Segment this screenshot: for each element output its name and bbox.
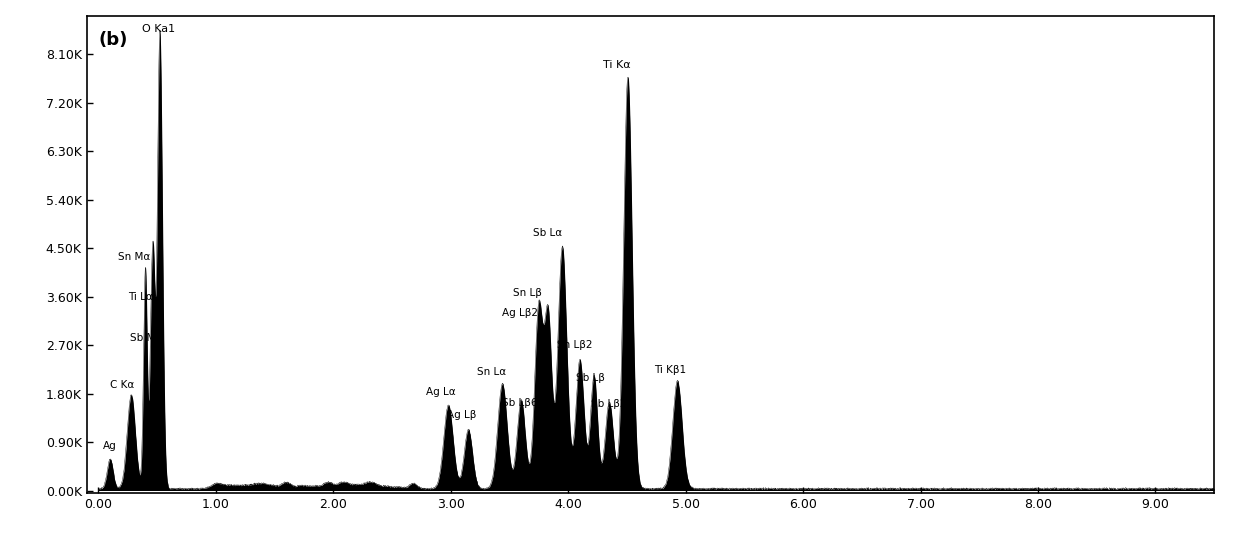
Text: Sb Lβ2: Sb Lβ2 [591,399,626,409]
Text: Ti Lα: Ti Lα [128,292,152,302]
Text: Sb Lα: Sb Lα [533,229,563,238]
Text: O Ka1: O Ka1 [142,24,175,33]
Text: C Kα: C Kα [109,380,134,390]
Text: (b): (b) [98,31,128,49]
Text: Ag Lβ: Ag Lβ [447,410,477,420]
Text: Ag Lα: Ag Lα [426,387,456,397]
Text: Ag: Ag [103,441,116,451]
Text: Sb Lβ6: Sb Lβ6 [503,398,538,408]
Text: Ti Kβ1: Ti Kβ1 [654,364,686,375]
Text: Ti Kα: Ti Kα [603,60,631,70]
Text: Sb Lβ: Sb Lβ [576,373,606,383]
Text: Sn Mα: Sn Mα [119,252,151,261]
Text: Ag Lβ2: Ag Lβ2 [503,308,539,318]
Text: Sn Lβ: Sn Lβ [513,288,541,298]
Text: Sb Mα: Sb Mα [130,333,162,344]
Text: Sn Lα: Sn Lα [477,367,506,378]
Text: Sn Lβ2: Sn Lβ2 [556,340,592,350]
